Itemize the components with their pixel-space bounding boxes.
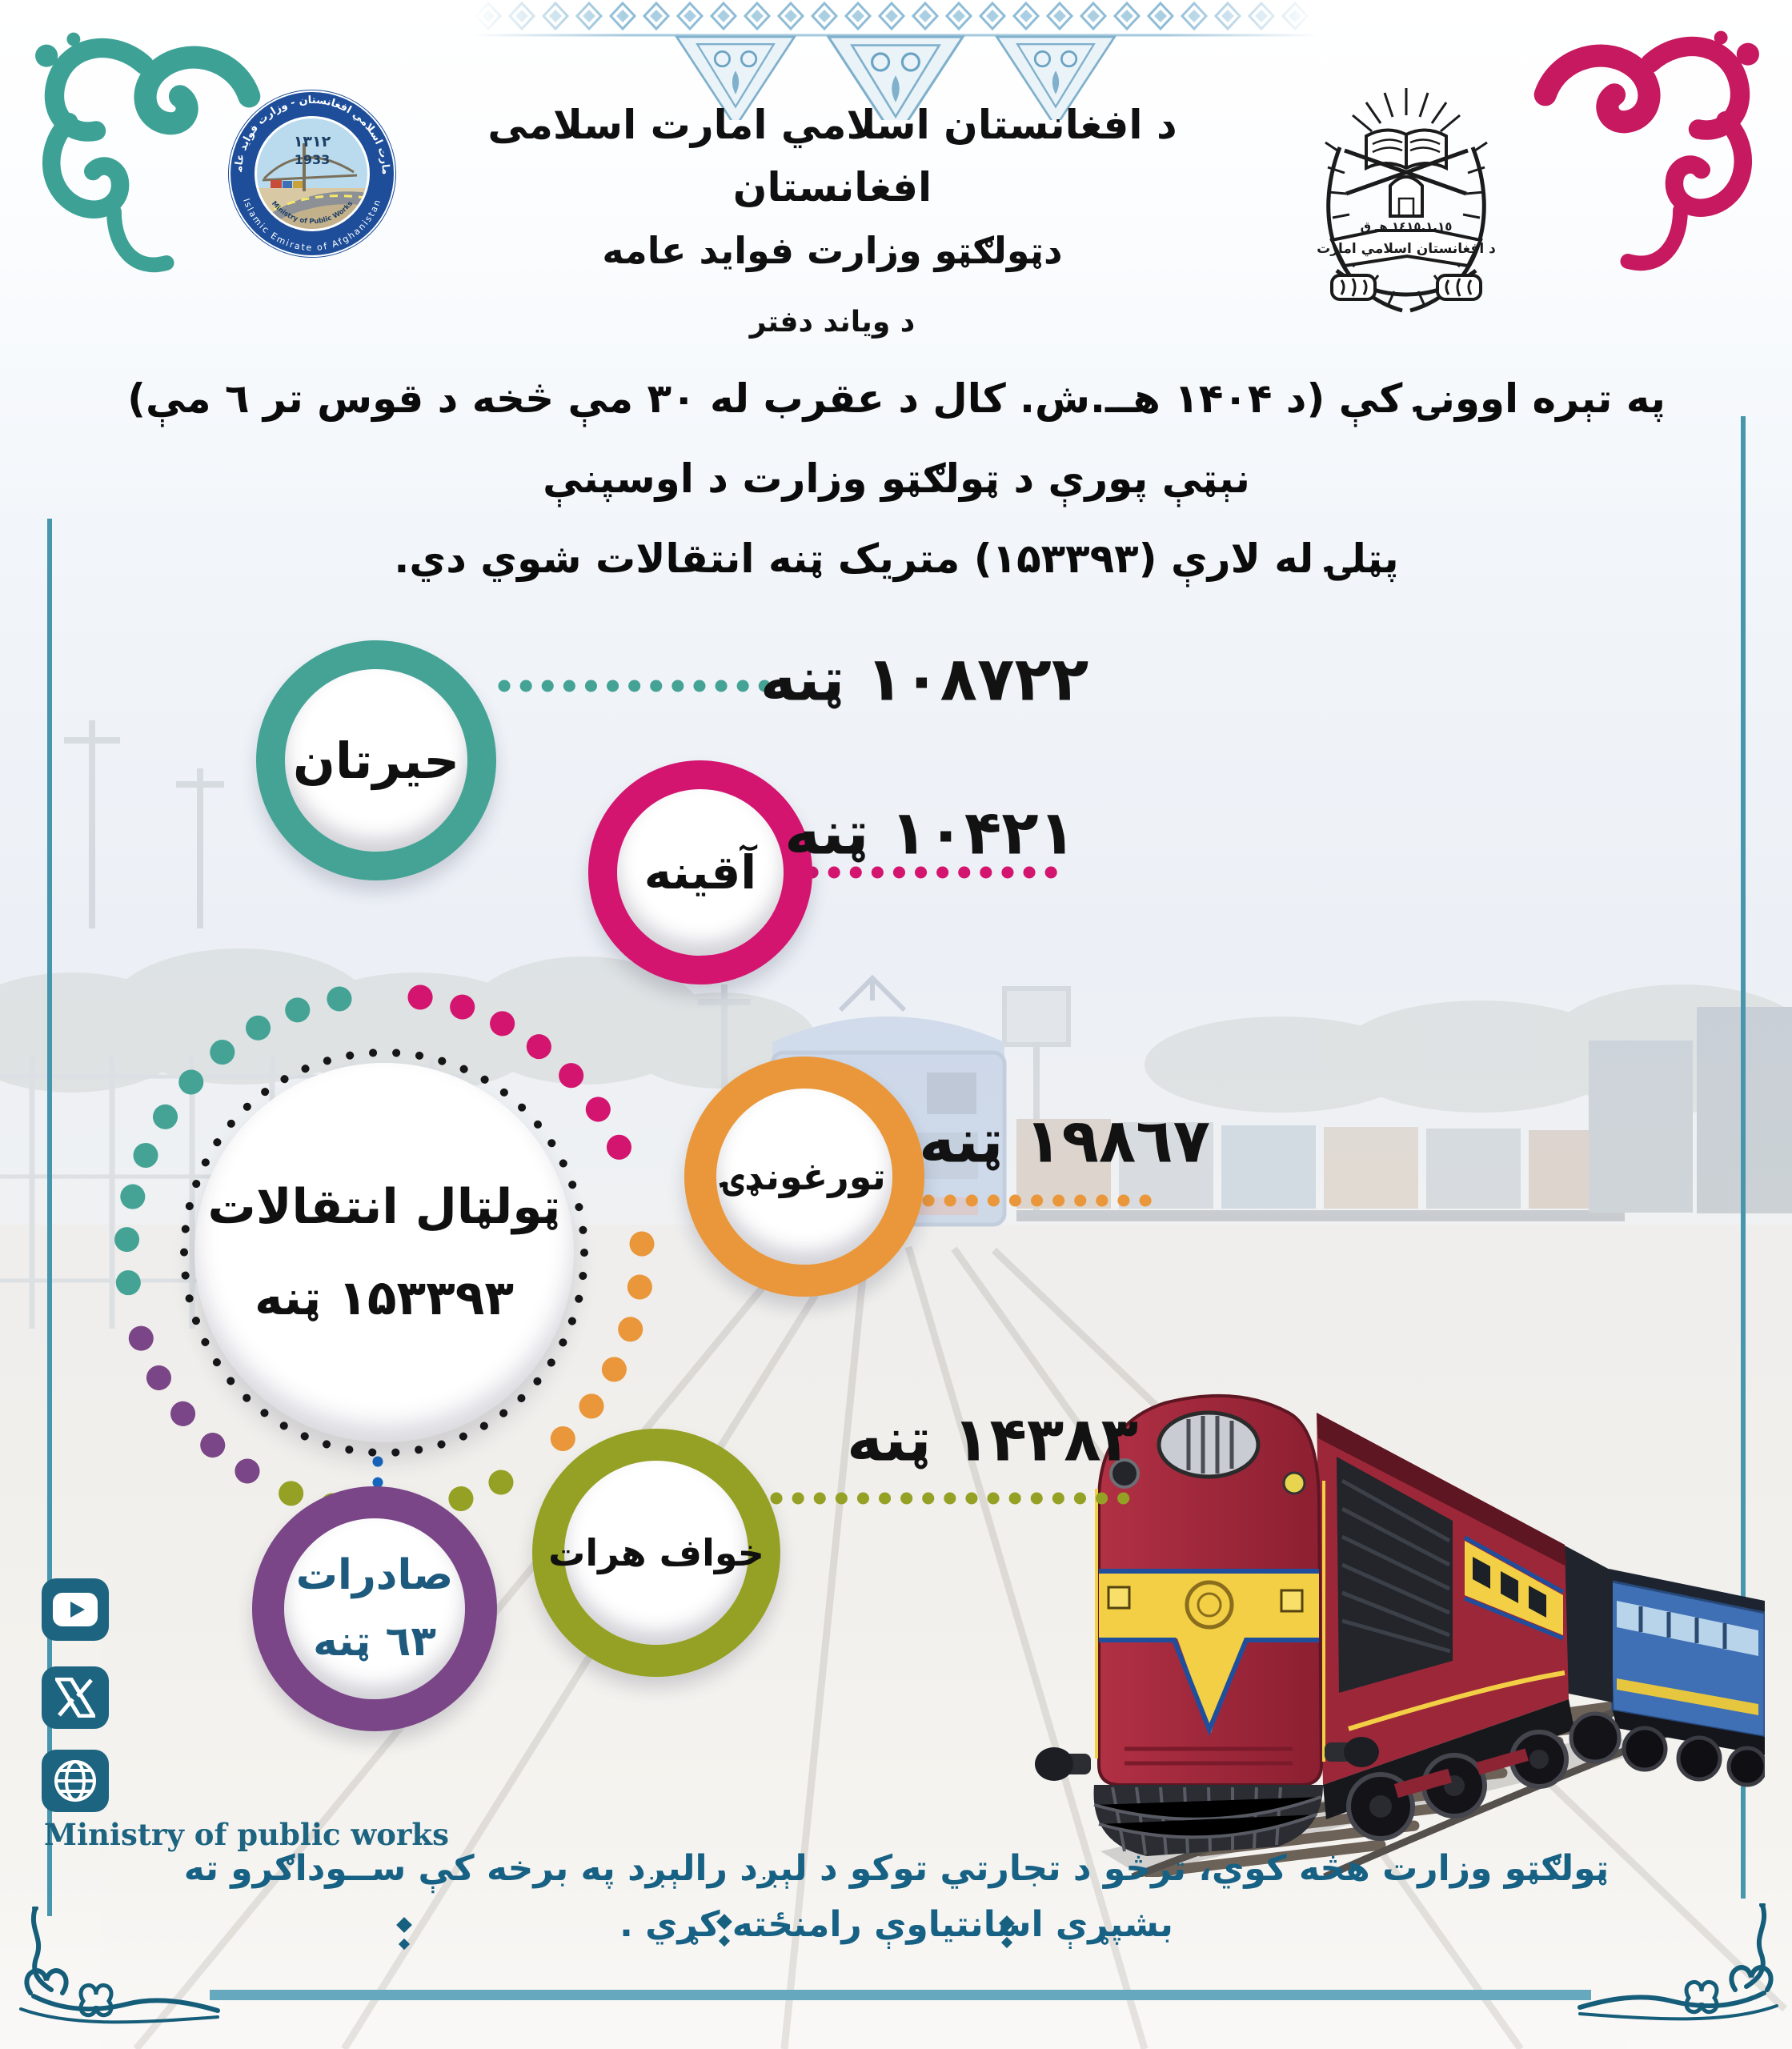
value-torghundi: ۱۹۸٦۷ ټنه <box>918 1105 1211 1177</box>
logo-year-shamsi: ١٣١٢ <box>294 133 331 150</box>
total-transfers-circle: ټولټال انتقالات ۱۵۳۳۹۳ ټنه <box>194 1063 574 1442</box>
station-circle-hairatan: حیرتان <box>256 640 496 880</box>
emirate-emblem: ١٤١٥,١,١٥ هـ ق د افغانستان اسلامي امارت <box>1317 88 1496 313</box>
loco-rear-hood <box>1565 1546 1613 1702</box>
total-label: ټولټال انتقالات <box>207 1179 561 1235</box>
station-label-khwaf-herat: خواف هرات <box>548 1531 764 1574</box>
station-label-torghundi: تورغونډۍ <box>723 1155 886 1198</box>
signal-board <box>1002 986 1071 1221</box>
emblem-rays <box>1352 88 1461 133</box>
station-label-aqina: آقینه <box>643 845 757 900</box>
logo-tiny-train <box>271 180 303 188</box>
intro-line2: پټلۍ له لارې (۱۵۳۳۹۳) متریک ټنه انتقالات… <box>394 535 1399 582</box>
ministry-logo: ١٣١٢ 1933 امارت اسلامي افغانستان - وزارت… <box>228 90 396 258</box>
intro-paragraph: په تېره اوونۍ کې (د ۱۴۰۴ هــ.ش. کال د عق… <box>88 359 1705 599</box>
top-lace-ornament <box>471 2 1320 120</box>
footer-note: ټولګټو وزارت هڅه کوي، ترڅو د تجارتي توکو… <box>183 1848 1610 1946</box>
teal-flourish-top-left <box>35 32 261 273</box>
train-illustration <box>1035 1393 1765 1877</box>
emblem-mihrab <box>1389 175 1424 218</box>
station-circle-torghundi: تورغونډۍ <box>684 1057 924 1297</box>
exports-value: ٦٣ ټنه <box>313 1618 436 1666</box>
blue-coach <box>1607 1569 1765 1787</box>
header-title-line2: دټولګټو وزارت فواید عامه <box>602 229 1063 272</box>
header-title-line3: د ویاند دفتر <box>749 306 916 339</box>
station-label-hairatan: حیرتان <box>292 731 460 790</box>
exports-circle: صادرات ٦٣ ټنه <box>252 1486 497 1731</box>
station-circle-aqina: آقینه <box>588 760 812 984</box>
youtube-icon[interactable] <box>42 1578 109 1641</box>
emblem-ribbon: د افغانستان اسلامي امارت <box>1317 229 1496 268</box>
bottom-left-corner-ornament <box>19 1907 220 2024</box>
ministry-english-name: Ministry of public works <box>44 1817 449 1852</box>
emblem-ribbon-ends <box>1330 269 1482 301</box>
intro-line1: په تېره اوونۍ کې (د ۱۴۰۴ هــ.ش. کال د عق… <box>127 375 1666 502</box>
value-aqina: ۱۰۴۲۱ ټنه <box>784 796 1076 868</box>
loco-buffers <box>1035 1737 1379 1781</box>
globe-icon[interactable] <box>42 1750 109 1812</box>
x-twitter-icon[interactable] <box>42 1666 109 1729</box>
logo-year-gregorian: 1933 <box>295 152 331 167</box>
total-value: ۱۵۳۳۹۳ ټنه <box>254 1270 515 1326</box>
header-title-line1: د افغانستان اسلامي امارت اسلامی افغانستا… <box>487 102 1177 211</box>
bottom-right-corner-ornament <box>1575 1903 1791 2039</box>
bottom-bar <box>210 1990 1591 2000</box>
value-hairatan: ۱۰۸۷۲۲ ټنه <box>760 643 1089 715</box>
exports-label: صادرات <box>295 1550 454 1599</box>
value-khwaf-herat: ۱۴۳۸۳ ټنه <box>846 1403 1139 1475</box>
loco-wheels <box>1346 1711 1622 1841</box>
locomotive-body <box>1035 1393 1622 1856</box>
emblem-book <box>1365 128 1448 171</box>
header-block: د افغانستان اسلامي امارت اسلامی افغانستا… <box>416 94 1249 339</box>
loco-cowcatcher <box>1093 1785 1323 1856</box>
left-border-line <box>47 519 52 1916</box>
pink-flourish-top-right <box>1530 14 1770 279</box>
station-circle-khwaf-herat: خواف هرات <box>532 1429 780 1677</box>
right-border-line <box>1741 416 1746 1899</box>
svg-text:د افغانستان اسلامي امارت: د افغانستان اسلامي امارت <box>1317 241 1496 257</box>
